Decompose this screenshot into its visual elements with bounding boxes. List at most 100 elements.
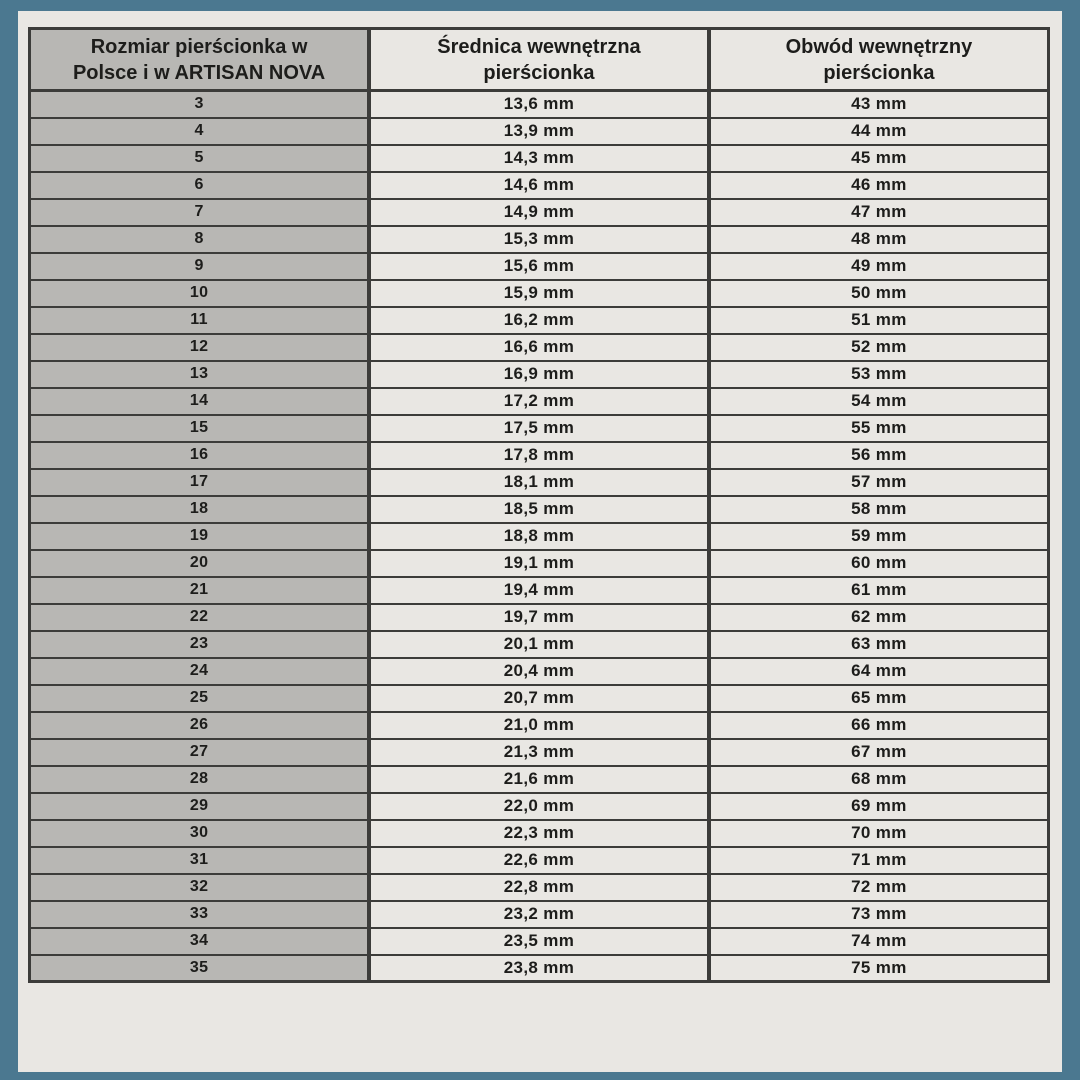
- circumference-cell: 46 mm: [706, 170, 1050, 200]
- table-row: 25 20,7 mm 65 mm: [28, 683, 1050, 713]
- table-row: 26 21,0 mm 66 mm: [28, 710, 1050, 740]
- diameter-cell: 13,6 mm: [367, 89, 711, 119]
- circumference-cell: 48 mm: [706, 224, 1050, 254]
- size-cell: 28: [28, 764, 372, 794]
- circumference-cell: 45 mm: [706, 143, 1050, 173]
- table-row: 6 14,6 mm 46 mm: [28, 170, 1050, 200]
- table-row: 17 18,1 mm 57 mm: [28, 467, 1050, 497]
- size-cell: 16: [28, 440, 372, 470]
- size-cell: 8: [28, 224, 372, 254]
- table-row: 35 23,8 mm 75 mm: [28, 953, 1050, 983]
- table-row: 3 13,6 mm 43 mm: [28, 89, 1050, 119]
- diameter-cell: 18,1 mm: [367, 467, 711, 497]
- diameter-cell: 22,6 mm: [367, 845, 711, 875]
- diameter-cell: 20,1 mm: [367, 629, 711, 659]
- ring-size-chart-panel: Rozmiar pierścionka w Polsce i w ARTISAN…: [18, 11, 1062, 1072]
- header-diameter: Średnica wewnętrzna pierścionka: [367, 27, 711, 92]
- circumference-cell: 53 mm: [706, 359, 1050, 389]
- size-cell: 34: [28, 926, 372, 956]
- circumference-cell: 61 mm: [706, 575, 1050, 605]
- table-row: 19 18,8 mm 59 mm: [28, 521, 1050, 551]
- table-row: 14 17,2 mm 54 mm: [28, 386, 1050, 416]
- size-cell: 6: [28, 170, 372, 200]
- circumference-cell: 60 mm: [706, 548, 1050, 578]
- diameter-cell: 23,5 mm: [367, 926, 711, 956]
- circumference-cell: 47 mm: [706, 197, 1050, 227]
- table-row: 29 22,0 mm 69 mm: [28, 791, 1050, 821]
- size-cell: 14: [28, 386, 372, 416]
- size-cell: 35: [28, 953, 372, 983]
- size-cell: 18: [28, 494, 372, 524]
- size-cell: 20: [28, 548, 372, 578]
- diameter-cell: 16,9 mm: [367, 359, 711, 389]
- table-row: 21 19,4 mm 61 mm: [28, 575, 1050, 605]
- table-row: 11 16,2 mm 51 mm: [28, 305, 1050, 335]
- diameter-cell: 16,2 mm: [367, 305, 711, 335]
- size-cell: 11: [28, 305, 372, 335]
- table-row: 33 23,2 mm 73 mm: [28, 899, 1050, 929]
- table-row: 16 17,8 mm 56 mm: [28, 440, 1050, 470]
- diameter-cell: 14,3 mm: [367, 143, 711, 173]
- size-cell: 25: [28, 683, 372, 713]
- table-row: 34 23,5 mm 74 mm: [28, 926, 1050, 956]
- table-row: 24 20,4 mm 64 mm: [28, 656, 1050, 686]
- diameter-cell: 23,2 mm: [367, 899, 711, 929]
- table-row: 28 21,6 mm 68 mm: [28, 764, 1050, 794]
- size-cell: 23: [28, 629, 372, 659]
- header-row: Rozmiar pierścionka w Polsce i w ARTISAN…: [28, 27, 1050, 92]
- size-cell: 4: [28, 116, 372, 146]
- diameter-cell: 23,8 mm: [367, 953, 711, 983]
- diameter-cell: 19,1 mm: [367, 548, 711, 578]
- size-cell: 31: [28, 845, 372, 875]
- table-row: 7 14,9 mm 47 mm: [28, 197, 1050, 227]
- diameter-cell: 17,2 mm: [367, 386, 711, 416]
- circumference-cell: 58 mm: [706, 494, 1050, 524]
- table-row: 32 22,8 mm 72 mm: [28, 872, 1050, 902]
- table-row: 20 19,1 mm 60 mm: [28, 548, 1050, 578]
- size-cell: 24: [28, 656, 372, 686]
- diameter-cell: 19,4 mm: [367, 575, 711, 605]
- table-row: 27 21,3 mm 67 mm: [28, 737, 1050, 767]
- diameter-cell: 17,8 mm: [367, 440, 711, 470]
- diameter-cell: 15,9 mm: [367, 278, 711, 308]
- ring-size-table: Rozmiar pierścionka w Polsce i w ARTISAN…: [28, 27, 1050, 983]
- table-row: 22 19,7 mm 62 mm: [28, 602, 1050, 632]
- header-size: Rozmiar pierścionka w Polsce i w ARTISAN…: [28, 27, 372, 92]
- size-cell: 27: [28, 737, 372, 767]
- size-cell: 32: [28, 872, 372, 902]
- size-cell: 21: [28, 575, 372, 605]
- size-cell: 17: [28, 467, 372, 497]
- circumference-cell: 74 mm: [706, 926, 1050, 956]
- circumference-cell: 52 mm: [706, 332, 1050, 362]
- table-row: 23 20,1 mm 63 mm: [28, 629, 1050, 659]
- table-row: 4 13,9 mm 44 mm: [28, 116, 1050, 146]
- diameter-cell: 18,8 mm: [367, 521, 711, 551]
- table-row: 30 22,3 mm 70 mm: [28, 818, 1050, 848]
- circumference-cell: 49 mm: [706, 251, 1050, 281]
- size-cell: 9: [28, 251, 372, 281]
- circumference-cell: 55 mm: [706, 413, 1050, 443]
- circumference-cell: 68 mm: [706, 764, 1050, 794]
- diameter-cell: 22,0 mm: [367, 791, 711, 821]
- circumference-cell: 63 mm: [706, 629, 1050, 659]
- size-cell: 3: [28, 89, 372, 119]
- diameter-cell: 22,3 mm: [367, 818, 711, 848]
- diameter-cell: 19,7 mm: [367, 602, 711, 632]
- size-cell: 15: [28, 413, 372, 443]
- diameter-cell: 15,6 mm: [367, 251, 711, 281]
- size-cell: 30: [28, 818, 372, 848]
- size-cell: 19: [28, 521, 372, 551]
- circumference-cell: 66 mm: [706, 710, 1050, 740]
- table-row: 12 16,6 mm 52 mm: [28, 332, 1050, 362]
- size-cell: 5: [28, 143, 372, 173]
- size-cell: 33: [28, 899, 372, 929]
- circumference-cell: 56 mm: [706, 440, 1050, 470]
- size-cell: 12: [28, 332, 372, 362]
- size-cell: 13: [28, 359, 372, 389]
- diameter-cell: 18,5 mm: [367, 494, 711, 524]
- size-cell: 10: [28, 278, 372, 308]
- diameter-cell: 17,5 mm: [367, 413, 711, 443]
- size-cell: 7: [28, 197, 372, 227]
- diameter-cell: 15,3 mm: [367, 224, 711, 254]
- circumference-cell: 62 mm: [706, 602, 1050, 632]
